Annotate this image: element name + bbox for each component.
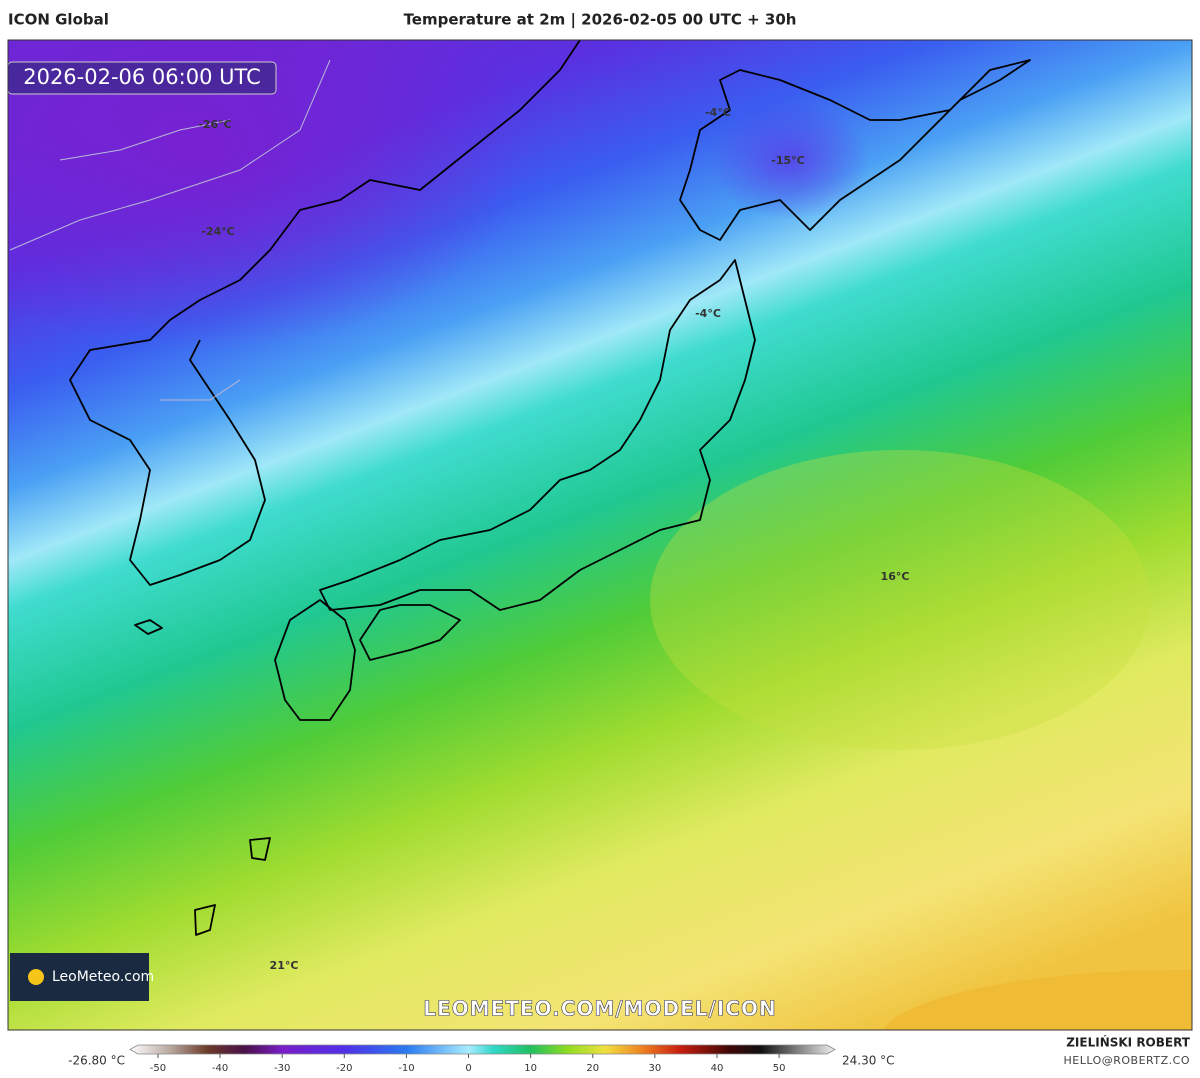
logo-text: LeoMeteo.com bbox=[52, 969, 154, 985]
max-temp: 24.30 °C bbox=[842, 1054, 895, 1068]
temp-label: -4°C bbox=[705, 106, 731, 119]
map-frame bbox=[7, 39, 1193, 1031]
colorbar-tick-label: 20 bbox=[586, 1063, 599, 1074]
map-title: Temperature at 2m | 2026-02-05 00 UTC + … bbox=[404, 11, 797, 30]
colorbar-tick-label: 0 bbox=[465, 1063, 471, 1074]
colorbar-tick-label: -40 bbox=[212, 1063, 228, 1074]
colorbar-tick-label: -10 bbox=[398, 1063, 414, 1074]
temp-label: -4°C bbox=[695, 307, 721, 320]
coastline bbox=[69, 40, 581, 586]
email: HELLO@ROBERTZ.CO bbox=[1064, 1054, 1190, 1067]
coastline bbox=[319, 259, 756, 611]
colorbar-tick-label: 10 bbox=[524, 1063, 537, 1074]
coastline bbox=[679, 59, 1031, 241]
warm-area bbox=[650, 450, 1150, 750]
author: ZIELIŃSKI ROBERT bbox=[1066, 1035, 1191, 1050]
cold-area bbox=[710, 100, 870, 220]
min-temp: -26.80 °C bbox=[68, 1054, 125, 1068]
colorbar-tick-label: 40 bbox=[711, 1063, 724, 1074]
colorbar-bar bbox=[129, 1044, 836, 1055]
border bbox=[9, 59, 331, 401]
time-box bbox=[8, 61, 277, 95]
valid-time: 2026-02-06 06:00 UTC bbox=[23, 65, 261, 89]
warm-area bbox=[883, 970, 1192, 1030]
coastline bbox=[274, 599, 356, 721]
colorbar-tick-label: -30 bbox=[274, 1063, 290, 1074]
temp-label: -15°C bbox=[771, 154, 804, 167]
watermark: LEOMETEO.COM/MODEL/ICON bbox=[423, 997, 776, 1021]
temp-label: 16°C bbox=[881, 570, 910, 583]
model-name: ICON Global bbox=[8, 11, 109, 29]
temp-label: -24°C bbox=[201, 225, 234, 238]
colorbar-tick-label: 50 bbox=[773, 1063, 786, 1074]
temp-label: -26°C bbox=[198, 118, 231, 131]
colorbar-tick-label: -20 bbox=[336, 1063, 352, 1074]
colorbar-tick-label: -50 bbox=[150, 1063, 166, 1074]
temp-label: 21°C bbox=[270, 959, 299, 972]
colorbar: -26.80 °C 24.30 °C -50 -40 -30 -20 -10 0 10 20 3… bbox=[68, 1044, 895, 1074]
coastline bbox=[359, 604, 461, 661]
cold-area bbox=[8, 40, 530, 350]
logo-sun bbox=[28, 969, 44, 985]
coastline bbox=[134, 619, 271, 936]
colorbar-tick-label: 30 bbox=[649, 1063, 662, 1074]
